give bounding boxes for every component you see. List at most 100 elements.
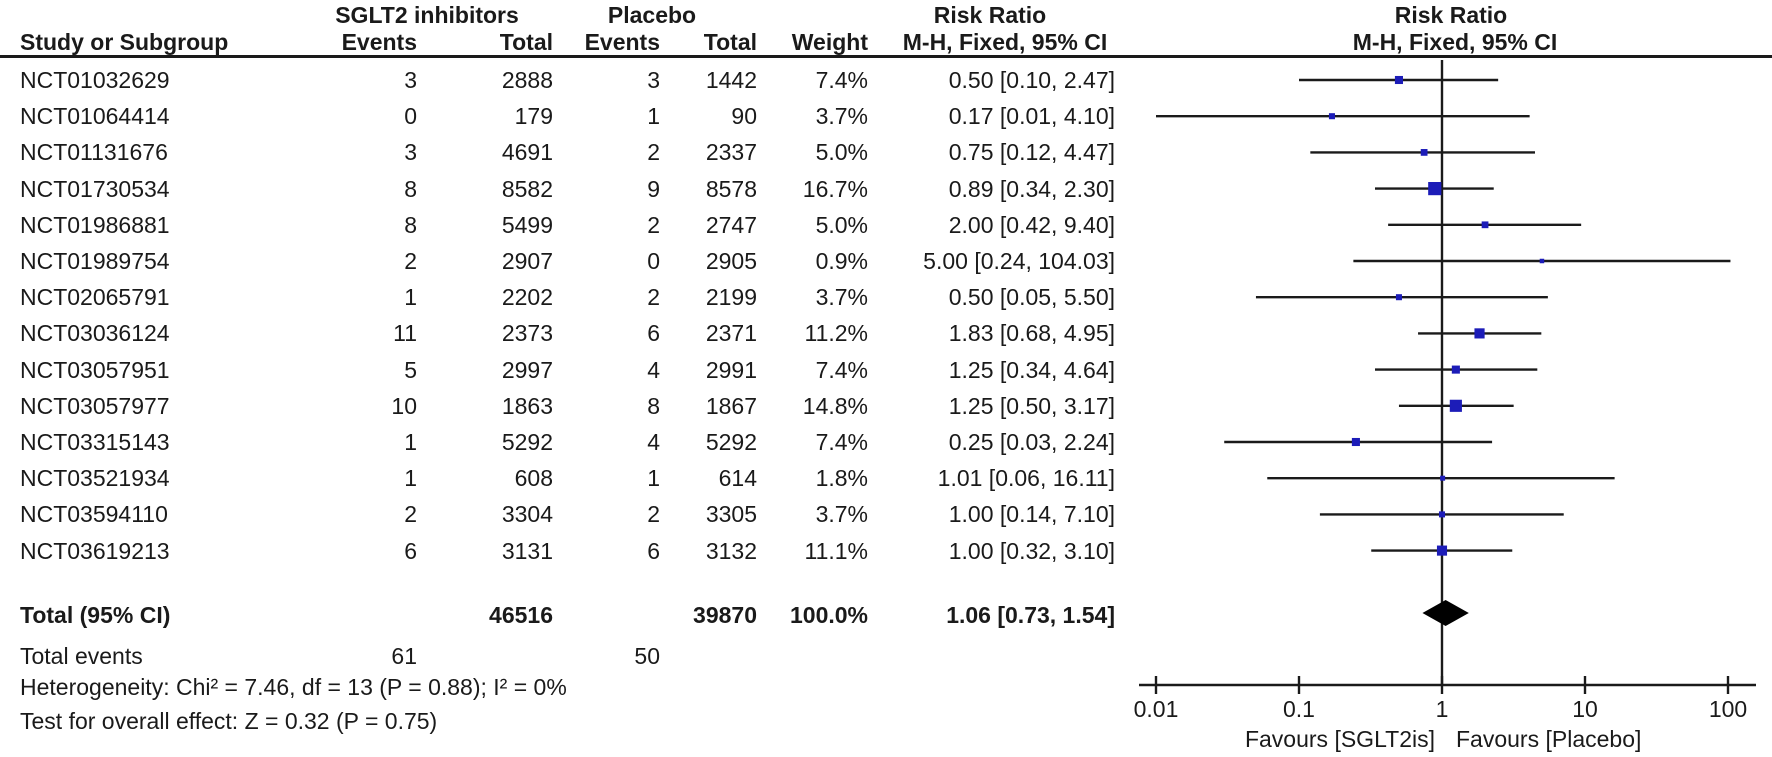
col-header-events1: Events (341, 29, 417, 55)
treatment-total-cell: 2202 (501, 284, 553, 311)
control-events-cell: 4 (647, 356, 660, 383)
treatment-events-cell: 2 (404, 248, 417, 274)
weight-cell: 11.2% (804, 320, 868, 347)
risk-ratio-ci-cell: 5.00 [0.24, 104.03] (923, 248, 1115, 274)
control-total-cell: 8578 (705, 175, 757, 202)
effect-marker (1394, 75, 1403, 85)
treatment-events-cell: 10 (391, 392, 417, 419)
control-events-cell: 2 (647, 139, 660, 166)
study-id-cell: NCT03057951 (20, 356, 170, 383)
study-row: NCT01131676 3 4691 2 2337 5.0% 0.75 [0.1… (0, 134, 1135, 170)
control-total-cell: 2371 (705, 320, 757, 347)
total-events-treatment: 61 (391, 643, 417, 669)
weight-cell: 3.7% (815, 284, 868, 311)
study-row: NCT03057977 10 1863 8 1867 14.8% 1.25 [0… (0, 388, 1135, 424)
col-header-events2: Events (584, 29, 660, 55)
treatment-events-cell: 0 (404, 103, 417, 130)
study-id-cell: NCT01986881 (20, 211, 170, 238)
effect-marker (1481, 221, 1489, 229)
total-ci: 1.06 [0.73, 1.54] (946, 602, 1115, 628)
risk-ratio-header-text-column: Risk Ratio (933, 2, 1047, 28)
study-id-cell: NCT03036124 (20, 320, 170, 347)
risk-ratio-ci-cell: 1.83 [0.68, 4.95] (948, 320, 1115, 347)
study-id-cell: NCT03521934 (20, 465, 170, 492)
treatment-events-cell: 2 (404, 501, 417, 528)
study-row: NCT01064414 0 179 1 90 3.7% 0.17 [0.01, … (0, 98, 1135, 134)
control-events-cell: 2 (647, 284, 660, 311)
total-row: Total (95% CI) 46516 39870 100.0% 1.06 [… (0, 597, 1135, 633)
effect-marker (1449, 399, 1462, 412)
control-events-cell: 2 (647, 501, 660, 528)
total-control-n: 39870 (693, 602, 757, 628)
study-row: NCT03521934 1 608 1 614 1.8% 1.01 [0.06,… (0, 460, 1135, 496)
study-id-cell: NCT01989754 (20, 248, 170, 274)
study-row: NCT03315143 1 5292 4 5292 7.4% 0.25 [0.0… (0, 424, 1135, 460)
weight-cell: 3.7% (815, 103, 868, 130)
study-id-cell: NCT03315143 (20, 429, 170, 455)
total-label: Total (95% CI) (20, 602, 171, 628)
study-id-cell: NCT01064414 (20, 103, 170, 130)
control-total-cell: 90 (731, 103, 757, 130)
weight-cell: 5.0% (815, 139, 868, 166)
control-total-cell: 5292 (705, 429, 757, 455)
weight-cell: 3.7% (815, 501, 868, 528)
study-id-cell: NCT01032629 (20, 67, 170, 93)
treatment-events-cell: 1 (404, 429, 417, 455)
treatment-events-cell: 1 (404, 284, 417, 311)
control-total-cell: 2991 (705, 356, 757, 383)
weight-cell: 14.8% (802, 392, 868, 419)
study-row: NCT01986881 8 5499 2 2747 5.0% 2.00 [0.4… (0, 207, 1135, 243)
risk-ratio-ci-cell: 0.25 [0.03, 2.24] (948, 429, 1115, 455)
total-treatment-n: 46516 (489, 602, 553, 628)
study-id-cell: NCT03057977 (20, 392, 170, 419)
effect-marker (1474, 328, 1485, 339)
study-row: NCT03057951 5 2997 4 2991 7.4% 1.25 [0.3… (0, 352, 1135, 388)
risk-ratio-ci-cell: 0.50 [0.05, 5.50] (948, 284, 1115, 311)
pooled-diamond (1422, 600, 1469, 626)
treatment-events-cell: 8 (404, 211, 417, 238)
treatment-total-cell: 179 (514, 103, 553, 130)
study-row: NCT03594110 2 3304 2 3305 3.7% 1.00 [0.1… (0, 496, 1135, 532)
risk-ratio-ci-cell: 0.17 [0.01, 4.10] (948, 103, 1115, 130)
treatment-total-cell: 1863 (501, 392, 553, 419)
weight-cell: 16.7% (802, 175, 868, 202)
effect-marker (1440, 475, 1446, 481)
treatment-total-cell: 8582 (501, 175, 553, 202)
control-events-cell: 9 (647, 175, 660, 202)
study-id-cell: NCT03594110 (20, 501, 168, 528)
study-row: NCT01989754 2 2907 0 2905 0.9% 5.00 [0.2… (0, 243, 1135, 279)
control-events-cell: 4 (647, 429, 660, 455)
control-total-cell: 1867 (705, 392, 757, 419)
treatment-total-cell: 608 (514, 465, 553, 492)
risk-ratio-ci-cell: 1.25 [0.50, 3.17] (948, 392, 1115, 419)
overall-effect-note: Test for overall effect: Z = 0.32 (P = 0… (20, 708, 438, 734)
treatment-total-cell: 2907 (501, 248, 553, 274)
effect-marker (1539, 258, 1545, 264)
control-total-cell: 2199 (705, 284, 757, 311)
col-header-total1: Total (499, 29, 553, 55)
control-total-cell: 3132 (705, 537, 757, 564)
treatment-group-header: SGLT2 inhibitors (335, 2, 519, 28)
weight-cell: 1.8% (815, 465, 868, 492)
control-events-cell: 6 (647, 537, 660, 564)
total-events-label: Total events (20, 643, 143, 669)
control-events-cell: 0 (647, 248, 660, 274)
risk-ratio-ci-cell: 0.50 [0.10, 2.47] (948, 67, 1115, 93)
weight-cell: 11.1% (804, 537, 868, 564)
col-header-ci-plot: M-H, Fixed, 95% CI (1352, 29, 1558, 55)
control-events-cell: 6 (647, 320, 660, 347)
control-events-cell: 3 (647, 67, 660, 93)
col-header-study: Study or Subgroup (20, 29, 229, 55)
risk-ratio-ci-cell: 1.00 [0.32, 3.10] (948, 537, 1115, 564)
weight-cell: 7.4% (815, 356, 868, 383)
risk-ratio-ci-cell: 1.00 [0.14, 7.10] (948, 501, 1115, 528)
weight-cell: 7.4% (815, 67, 868, 93)
control-total-cell: 2337 (705, 139, 757, 166)
effect-marker (1328, 113, 1335, 120)
study-id-cell: NCT01131676 (20, 139, 168, 166)
treatment-total-cell: 5292 (501, 429, 553, 455)
favours-treatment-label: Favours [SGLT2is] (1245, 726, 1435, 752)
column-header-row: Study or Subgroup Events Total Events To… (0, 28, 1135, 56)
study-id-cell: NCT01730534 (20, 175, 170, 202)
